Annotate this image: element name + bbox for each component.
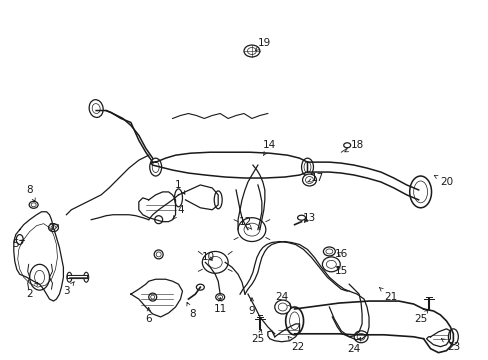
Ellipse shape — [29, 201, 38, 208]
Ellipse shape — [413, 181, 427, 203]
Text: 14: 14 — [263, 140, 276, 156]
Text: 24: 24 — [275, 292, 291, 307]
Ellipse shape — [244, 45, 259, 57]
Ellipse shape — [278, 303, 286, 311]
Text: 15: 15 — [334, 266, 347, 276]
Ellipse shape — [301, 158, 313, 176]
Ellipse shape — [16, 235, 23, 244]
Text: 4: 4 — [172, 205, 183, 220]
Text: 25: 25 — [251, 330, 264, 344]
Ellipse shape — [297, 215, 305, 220]
Text: 13: 13 — [302, 213, 315, 223]
Text: 10: 10 — [202, 252, 214, 262]
Ellipse shape — [325, 249, 332, 254]
Ellipse shape — [217, 295, 222, 299]
Ellipse shape — [325, 260, 336, 268]
Text: 9: 9 — [248, 298, 255, 316]
Ellipse shape — [89, 100, 103, 117]
Text: 8: 8 — [186, 302, 195, 319]
Text: 20: 20 — [433, 175, 452, 187]
Ellipse shape — [214, 191, 222, 209]
Text: 8: 8 — [26, 185, 35, 202]
Ellipse shape — [35, 270, 44, 284]
Ellipse shape — [31, 203, 36, 207]
Ellipse shape — [150, 295, 154, 299]
Ellipse shape — [305, 176, 313, 184]
Text: 2: 2 — [26, 282, 38, 299]
Ellipse shape — [67, 272, 72, 282]
Text: 7: 7 — [48, 222, 59, 233]
Text: 6: 6 — [145, 308, 152, 324]
Ellipse shape — [30, 264, 49, 290]
Ellipse shape — [154, 216, 163, 224]
Ellipse shape — [322, 257, 340, 272]
Ellipse shape — [447, 329, 457, 345]
Ellipse shape — [149, 158, 162, 176]
Ellipse shape — [289, 312, 299, 330]
Text: 17: 17 — [307, 173, 324, 183]
Text: 3: 3 — [63, 282, 74, 296]
Text: 19: 19 — [255, 38, 271, 51]
Ellipse shape — [92, 104, 100, 113]
Text: 18: 18 — [344, 140, 363, 152]
Text: 24: 24 — [347, 338, 360, 354]
Ellipse shape — [343, 143, 350, 148]
Ellipse shape — [196, 284, 204, 290]
Ellipse shape — [148, 293, 156, 301]
Ellipse shape — [154, 250, 163, 259]
Text: 11: 11 — [213, 298, 226, 314]
Text: 1: 1 — [175, 180, 184, 194]
Ellipse shape — [302, 174, 316, 186]
Ellipse shape — [174, 189, 182, 207]
Ellipse shape — [356, 333, 365, 340]
Text: 21: 21 — [379, 288, 397, 302]
Ellipse shape — [83, 272, 88, 282]
Text: 12: 12 — [238, 217, 251, 229]
Ellipse shape — [238, 218, 265, 242]
Text: 23: 23 — [441, 339, 459, 352]
Ellipse shape — [202, 251, 228, 273]
Text: 22: 22 — [287, 337, 304, 352]
Ellipse shape — [353, 331, 367, 343]
Ellipse shape — [409, 176, 431, 208]
Ellipse shape — [51, 226, 56, 230]
Ellipse shape — [208, 256, 222, 268]
Ellipse shape — [156, 252, 161, 257]
Ellipse shape — [247, 48, 256, 54]
Ellipse shape — [304, 162, 310, 172]
Ellipse shape — [323, 247, 335, 256]
Ellipse shape — [152, 162, 159, 172]
Ellipse shape — [285, 307, 303, 335]
Text: 25: 25 — [413, 310, 427, 324]
Ellipse shape — [274, 300, 290, 314]
Ellipse shape — [244, 223, 259, 236]
Text: 5: 5 — [12, 239, 23, 249]
Ellipse shape — [48, 224, 59, 231]
Text: 16: 16 — [334, 249, 347, 260]
Ellipse shape — [215, 294, 224, 301]
